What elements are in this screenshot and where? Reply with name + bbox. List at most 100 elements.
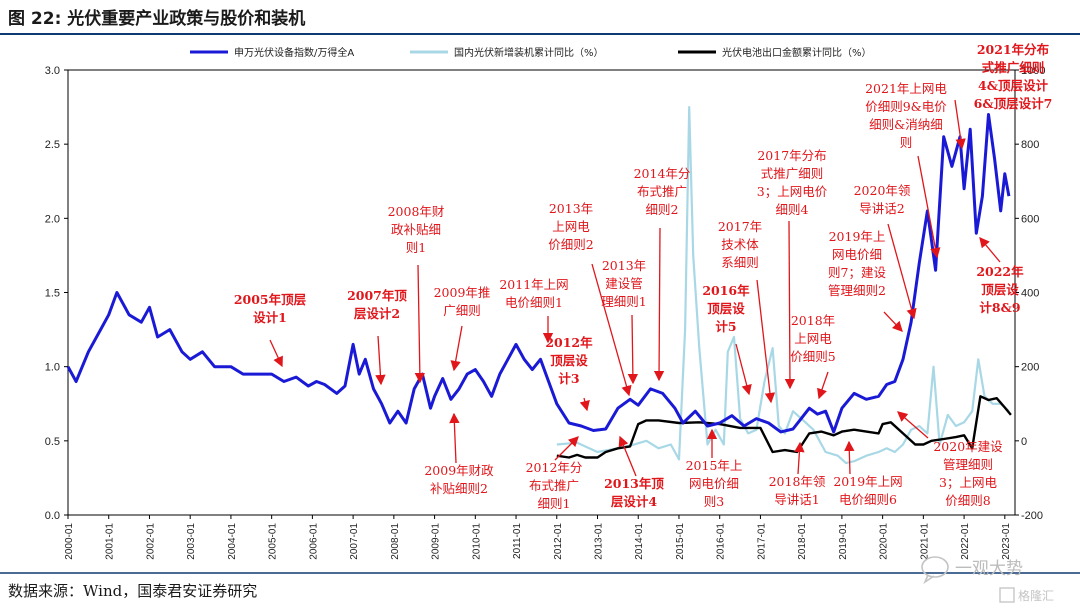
annotation-label: 2013年顶层设计4 [604,476,664,509]
x-tick-label: 2004-01 [227,523,238,560]
annotation-arrow [883,311,903,332]
watermark-sub: 格隆汇 [1018,588,1054,603]
annotation-line: 层设计2 [354,306,400,321]
left-tick-label: 0.0 [45,510,60,522]
x-tick-label: 2005-01 [268,523,279,560]
annotation-line: 细则4 [776,202,809,217]
annotation-label: 2021年分布式推广细则 4&顶层设计 6&顶层设计7 [974,42,1053,111]
annotation-arrow [269,339,283,368]
right-tick-label: 1000 [1021,65,1045,77]
annotation-arrow [554,436,579,461]
annotation-label: 2012年分布式推广细则1 [526,460,583,511]
annotation-line: 管理细则 [943,457,993,472]
annotation-arrow [375,335,386,386]
legend: 申万光伏设备指数/万得全A 国内光伏新增装机累计同比（%） 光伏电池出口金额累计同比… [190,46,872,59]
left-tick-label: 1.0 [45,362,60,374]
annotation-label: 2009年推广细则 [434,285,491,318]
annotation-line: 2005年顶层 [234,292,307,307]
annotation-line: 2022年 [976,264,1024,279]
left-tick-label: 1.5 [45,288,60,300]
x-tick-label: 2022-01 [960,523,971,560]
annotation-line: 式推广细则 [761,166,824,181]
x-tick-label: 2010-01 [471,523,482,560]
x-tick-label: 2013-01 [594,523,605,560]
x-tick-label: 2021-01 [919,523,930,560]
annotation-line: 2019年上 [829,229,886,244]
series-line-2 [556,106,1010,465]
annotation-line: 理细则1 [601,294,646,309]
annotation-label: 2017年技术体系细则 [718,219,762,270]
annotation-line: 2009年推 [434,285,491,300]
annotation-label: 2020年建设管理细则 3；上网电价细则8 [933,439,1003,508]
annotation-arrow [653,227,665,382]
annotation-line: 管理细则2 [828,283,886,298]
annotation-line: 式推广细则 [982,60,1045,75]
annotation-line: 2016年 [702,283,750,298]
axes: 0.0 0.5 1.0 1.5 2.0 2.5 3.0 -200 0 200 400 600 800 10… [45,65,1046,560]
annotation-label: 2020年领导讲话2 [854,183,911,216]
annotation-line: 则 [900,135,913,150]
annotation-line: 2008年财 [388,204,445,219]
annotation-line: 价细则8 [945,493,991,508]
annotation-arrows [269,99,1001,477]
annotation-line: 补贴细则2 [430,481,488,496]
annotation-arrow [794,441,805,475]
annotation-line: 顶层设 [550,353,588,368]
left-tick-label: 0.5 [45,436,60,448]
annotation-line: 系细则 [721,255,759,270]
annotation-line: 2012年 [545,335,593,350]
annotation-label: 2018年上网电价细则5 [790,313,835,364]
annotation-label: 2015年上网电价细则3 [686,458,743,509]
annotation-line: 建设管 [605,276,643,291]
annotation-label: 2022年顶层设计8&9 [976,264,1024,315]
annotation-line: 4&顶层设计 [978,78,1048,93]
annotation-line: 网电价细 [689,476,739,491]
annotation-arrow [887,223,917,320]
x-tick-label: 2018-01 [797,523,808,560]
annotation-label: 2017年分布式推广细则 3；上网电价细则4 [757,148,828,217]
legend-label-3: 光伏电池出口金额累计同比（%） [722,46,872,59]
annotation-arrow [784,220,796,390]
annotation-line: 顶层设 [981,282,1019,297]
annotation-arrow [817,371,829,400]
x-tick-label: 2000-01 [64,523,75,560]
annotation-label: 2018年领导讲话1 [769,474,826,507]
annotation-label: 2019年上网电价细则6 [833,474,902,507]
annotation-line: 2018年领 [769,474,826,489]
annotation-line: 电价细则6 [839,492,897,507]
legend-label-2: 国内光伏新增装机累计同比（%） [454,46,604,59]
right-tick-label: 0 [1021,436,1027,448]
annotation-line: 2011年上网 [499,277,568,292]
annotation-line: 2013年 [602,258,646,273]
annotation-line: 设计1 [253,310,287,325]
annotation-label: 2009年财政补贴细则2 [424,463,494,496]
annotation-line: 2019年上网 [833,474,902,489]
annotation-line: 电价细则1 [505,295,563,310]
chat-bubble-icon [921,556,949,585]
x-tick-label: 2020-01 [879,523,890,560]
x-tick-label: 2016-01 [716,523,727,560]
annotation-arrow [897,411,929,439]
x-tick-label: 2001-01 [105,523,116,560]
annotation-line: 2009年财政 [424,463,494,478]
annotation-line: 则7；建设 [828,265,886,280]
annotation-line: 2018年 [791,313,835,328]
annotation-line: 上网电 [794,331,832,346]
annotation-line: 导讲话2 [859,201,904,216]
annotation-label: 2021年上网电价细则9&电价细则&消纳细则 [865,81,947,150]
annotations: 2005年顶层设计1 2007年顶层设计2 2008年财政补贴细则1 2009年推广细… [234,42,1052,511]
x-tick-label: 2003-01 [186,523,197,560]
annotation-line: 则3 [704,494,725,509]
annotation-line: 2020年建设 [933,439,1003,454]
annotation-label: 2008年财政补贴细则1 [388,204,445,255]
annotation-line: 3；上网电价 [757,184,828,199]
annotation-arrow [414,264,426,384]
annotation-line: 2007年顶 [347,288,407,303]
x-tick-label: 2008-01 [390,523,401,560]
annotation-line: 6&顶层设计7 [974,96,1053,111]
annotation-arrow [449,412,460,464]
annotation-line: 3；上网电 [939,475,997,490]
x-tick-label: 2009-01 [431,523,442,560]
annotation-line: 2021年分布 [977,42,1050,57]
